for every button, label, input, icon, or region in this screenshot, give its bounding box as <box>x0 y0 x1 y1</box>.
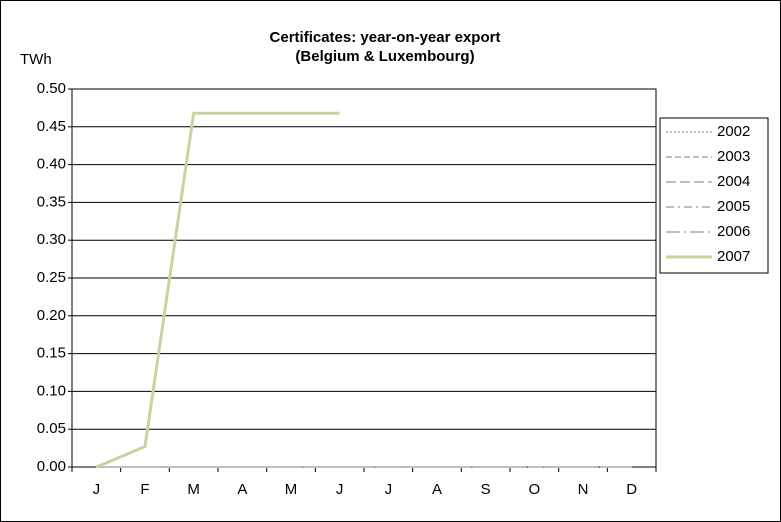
legend-label: 2006 <box>717 223 750 240</box>
x-tick-label: M <box>187 481 200 498</box>
y-tick-label: 0.05 <box>37 420 66 437</box>
x-tick-label: F <box>140 481 149 498</box>
legend-box <box>659 117 769 274</box>
x-tick-label: S <box>481 481 491 498</box>
x-tick-label: M <box>285 481 298 498</box>
y-tick-label: 0.25 <box>37 269 66 286</box>
chart-title: Certificates: year-on-year export <box>270 29 501 46</box>
legend-label: 2007 <box>717 248 750 265</box>
y-tick-label: 0.00 <box>37 458 66 475</box>
x-tick-label: J <box>385 481 393 498</box>
y-tick-label: 0.20 <box>37 307 66 324</box>
legend-label: 2005 <box>717 198 750 215</box>
x-tick-label: N <box>578 481 589 498</box>
legend-label: 2004 <box>717 173 750 190</box>
y-tick-label: 0.50 <box>37 80 66 97</box>
y-tick-label: 0.30 <box>37 231 66 248</box>
y-tick-label: 0.10 <box>37 382 66 399</box>
x-tick-label: J <box>93 481 101 498</box>
x-tick-label: D <box>626 481 637 498</box>
y-tick-label: 0.15 <box>37 345 66 362</box>
x-tick-label: J <box>336 481 344 498</box>
y-tick-label: 0.40 <box>37 156 66 173</box>
legend-label: 2003 <box>717 148 750 165</box>
chart-subtitle: (Belgium & Luxembourg) <box>295 48 474 65</box>
x-tick-label: A <box>237 481 247 498</box>
legend-label: 2002 <box>717 123 750 140</box>
y-axis-label: TWh <box>20 51 52 68</box>
series-line <box>95 111 340 469</box>
y-tick-label: 0.35 <box>37 193 66 210</box>
y-tick-label: 0.45 <box>37 118 66 135</box>
x-tick-label: A <box>432 481 442 498</box>
x-tick-label: O <box>528 481 540 498</box>
